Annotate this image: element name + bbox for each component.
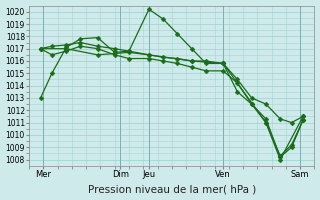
X-axis label: Pression niveau de la mer( hPa ): Pression niveau de la mer( hPa ) [88, 184, 256, 194]
